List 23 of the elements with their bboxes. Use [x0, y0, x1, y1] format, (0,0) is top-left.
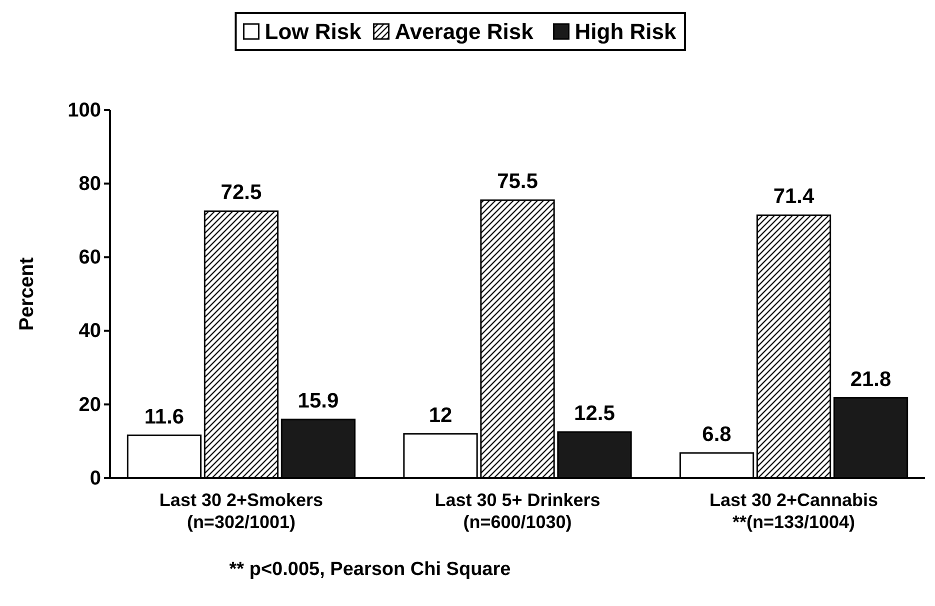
legend-label: Low Risk [264, 19, 362, 44]
x-tick-label: Last 30 2+Cannabis **(n=133/1004) [709, 490, 878, 532]
text: ** p<0.005, Pearson Chi Square [229, 559, 511, 580]
data-label: 72.5 [220, 181, 262, 204]
data-label: 11.6 [144, 405, 184, 428]
y-tick-label: 40 [78, 320, 101, 342]
y-tick-label: 100 [68, 99, 101, 122]
data-label: 12 [428, 404, 452, 427]
y-tick-label: 0 [90, 467, 101, 490]
x-tick-label: Last 30 2+Smokers (n=302/1001) [159, 490, 324, 532]
x-tick-label: Last 30 5+ Drinkers (n=600/1030) [434, 490, 600, 532]
data-label: 15.9 [298, 389, 339, 412]
y-tick-label: 80 [78, 173, 101, 195]
data-label: 71.4 [773, 185, 815, 208]
data-label: 12.5 [574, 402, 616, 425]
data-label: 6.8 [702, 422, 732, 446]
data-label: 21.8 [850, 368, 892, 391]
legend-label: Average Risk [394, 19, 534, 44]
legend-label: High Risk [574, 19, 677, 44]
data-label: 75.5 [497, 170, 538, 194]
y-tick-label: 20 [78, 394, 101, 416]
y-axis-title: Percent [16, 256, 38, 331]
y-tick-label: 60 [78, 246, 101, 269]
